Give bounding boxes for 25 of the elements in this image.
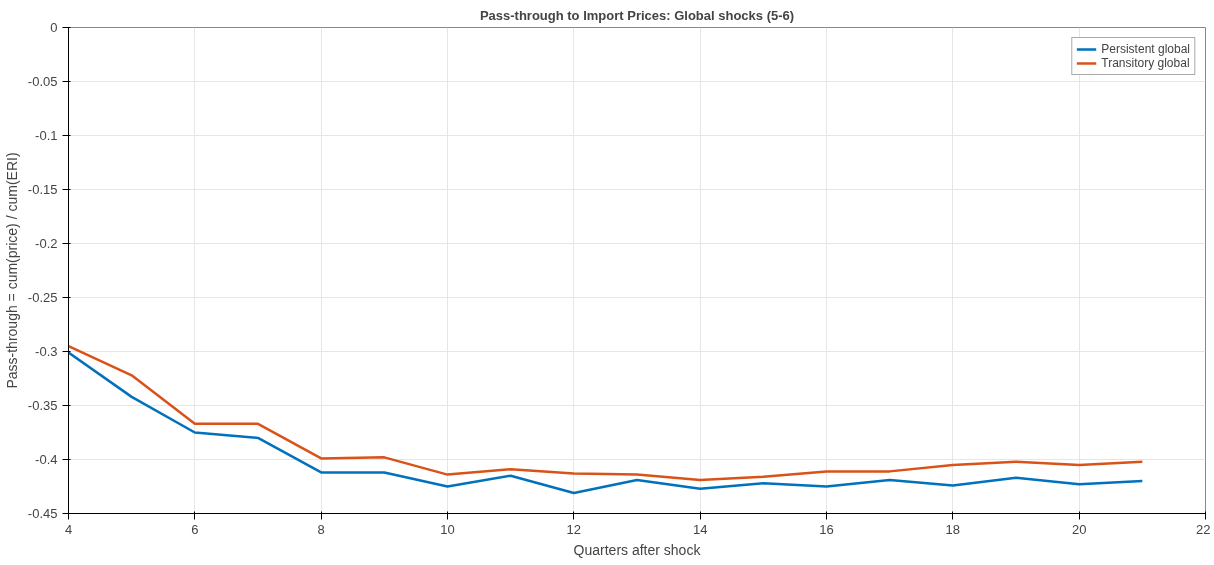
x-tick-label: 8: [317, 521, 325, 537]
y-tick-label: -0.4: [35, 452, 58, 467]
x-tick-label: 18: [945, 521, 961, 537]
legend-label: Persistent global: [1101, 42, 1190, 56]
y-tick-label: 0: [50, 20, 58, 35]
x-tick-label: 14: [692, 521, 708, 537]
x-tick-label: 20: [1071, 521, 1087, 537]
y-tick-label: -0.3: [35, 344, 58, 359]
y-tick-label: -0.35: [27, 398, 58, 413]
x-tick-label: 4: [64, 521, 73, 537]
y-tick-label: -0.25: [27, 290, 58, 305]
legend-label: Transitory global: [1101, 56, 1190, 70]
x-tick-label: 16: [819, 521, 834, 537]
x-axis-title: Quarters after shock: [573, 541, 702, 558]
chart-title: Pass-through to Import Prices: Global shocks (5-6): [479, 7, 795, 23]
x-tick-label: 22: [1196, 521, 1211, 537]
y-tick-label: -0.45: [27, 506, 58, 521]
x-tick-label: 12: [566, 521, 582, 537]
x-tick-label: 6: [191, 521, 199, 537]
y-tick-label: -0.2: [35, 236, 58, 251]
y-tick-label: -0.05: [27, 74, 58, 89]
y-tick-label: -0.1: [35, 128, 58, 143]
y-axis-title: Pass-through = cum(price) / cum(ERI): [3, 152, 20, 389]
x-tick-label: 10: [440, 521, 455, 537]
y-tick-label: -0.15: [27, 182, 58, 197]
